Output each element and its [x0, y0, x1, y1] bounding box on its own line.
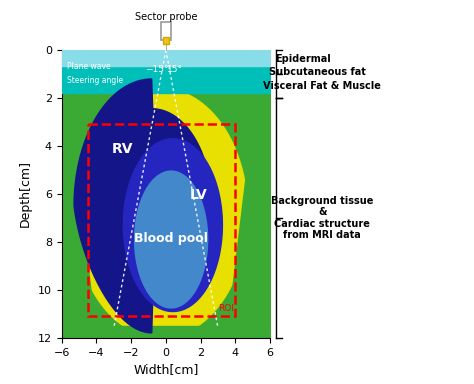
Polygon shape [74, 88, 247, 338]
Polygon shape [123, 139, 222, 311]
Text: Visceral Fat & Muscle: Visceral Fat & Muscle [264, 81, 381, 91]
Text: LV: LV [190, 188, 208, 202]
Text: Steering angle: Steering angle [67, 76, 123, 85]
Polygon shape [62, 290, 114, 338]
Y-axis label: Depth[cm]: Depth[cm] [19, 161, 32, 227]
Text: 15°: 15° [166, 65, 182, 73]
Text: Epidermal: Epidermal [275, 54, 331, 64]
Polygon shape [74, 79, 212, 333]
Polygon shape [227, 98, 270, 338]
Bar [88, 124, 236, 316]
Polygon shape [218, 290, 270, 338]
Text: −15°: −15° [146, 65, 169, 73]
Polygon shape [135, 171, 208, 308]
Text: Blood pool: Blood pool [134, 232, 208, 245]
Polygon shape [236, 242, 270, 338]
Text: Plane wave: Plane wave [67, 62, 110, 71]
Polygon shape [62, 93, 96, 338]
Bar [161, 22, 171, 40]
Text: Subcutaneous fat: Subcutaneous fat [269, 66, 366, 76]
Bar [163, 38, 169, 44]
Polygon shape [62, 326, 270, 338]
Text: Background tissue
&
Cardiac structure
from MRI data: Background tissue & Cardiac structure fr… [271, 195, 374, 240]
Text: Sector probe: Sector probe [135, 12, 197, 22]
X-axis label: Width[cm]: Width[cm] [133, 363, 199, 376]
Polygon shape [62, 242, 105, 338]
Text: ROI: ROI [218, 304, 234, 313]
Text: RV: RV [112, 142, 133, 156]
